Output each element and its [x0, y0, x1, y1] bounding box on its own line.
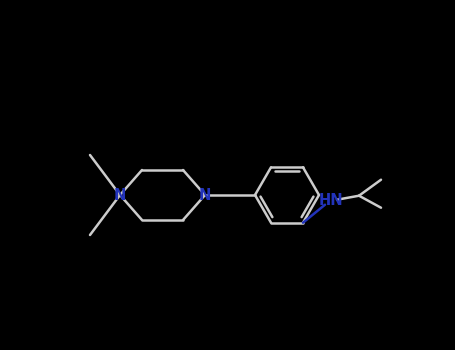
- Text: N: N: [199, 188, 211, 203]
- Text: N: N: [114, 188, 126, 203]
- Text: HN: HN: [318, 193, 344, 208]
